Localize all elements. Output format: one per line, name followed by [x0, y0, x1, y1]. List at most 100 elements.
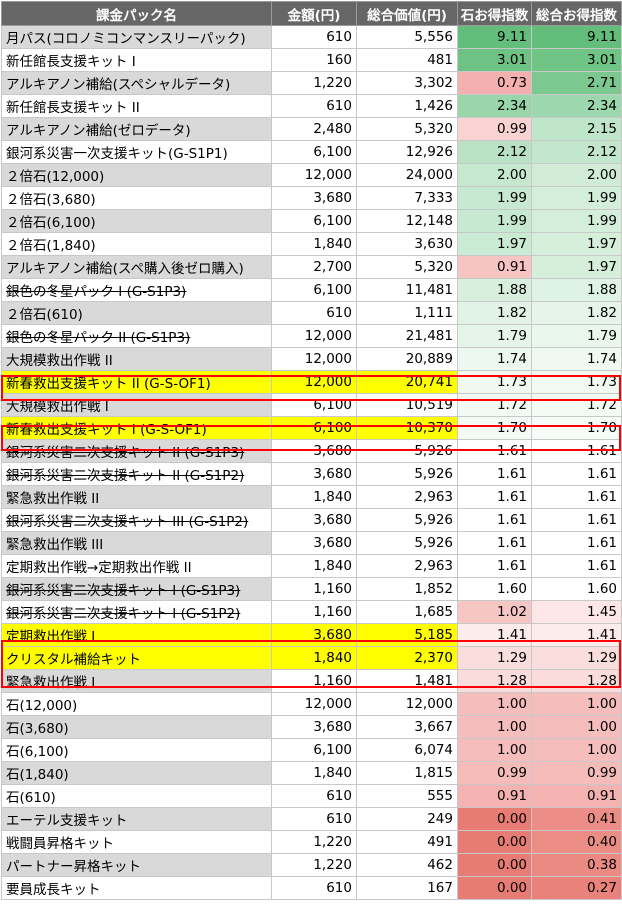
cell-stone-index[interactable]: 2.12 [457, 140, 532, 164]
cell-pack-name[interactable]: 銀河系災害二次支援キット I (G-S1P2) [1, 600, 272, 624]
cell-total-value[interactable]: 7,333 [356, 186, 458, 210]
cell-price[interactable]: 12,000 [271, 692, 357, 716]
cell-total-value[interactable]: 1,815 [356, 761, 458, 785]
cell-price[interactable]: 12,000 [271, 370, 357, 394]
cell-price[interactable]: 1,220 [271, 853, 357, 877]
cell-pack-name[interactable]: アルキアノン補給(スペシャルデータ) [1, 71, 272, 95]
cell-price[interactable]: 1,840 [271, 554, 357, 578]
cell-price[interactable]: 3,680 [271, 531, 357, 555]
cell-total-index[interactable]: 0.99 [531, 761, 622, 785]
cell-stone-index[interactable]: 1.60 [457, 577, 532, 601]
cell-stone-index[interactable]: 2.34 [457, 94, 532, 118]
cell-stone-index[interactable]: 1.28 [457, 669, 532, 693]
cell-pack-name[interactable]: 新春救出支援キット II (G-S-OF1) [1, 370, 272, 394]
cell-pack-name[interactable]: 定期救出作戦 I [1, 623, 272, 647]
cell-total-index[interactable]: 9.11 [531, 25, 622, 49]
cell-pack-name[interactable]: 要員成長キット [1, 876, 272, 900]
cell-total-index[interactable]: 1.72 [531, 393, 622, 417]
cell-total-index[interactable]: 1.88 [531, 278, 622, 302]
cell-pack-name[interactable]: 大規模救出作戦 II [1, 347, 272, 371]
cell-total-value[interactable]: 5,926 [356, 508, 458, 532]
cell-total-index[interactable]: 1.60 [531, 577, 622, 601]
cell-total-index[interactable]: 0.38 [531, 853, 622, 877]
cell-stone-index[interactable]: 1.82 [457, 301, 532, 325]
cell-total-value[interactable]: 167 [356, 876, 458, 900]
header-price[interactable]: 金額(円) [271, 1, 357, 26]
cell-total-index[interactable]: 1.61 [531, 439, 622, 463]
cell-price[interactable]: 610 [271, 807, 357, 831]
cell-price[interactable]: 3,680 [271, 462, 357, 486]
cell-total-value[interactable]: 5,926 [356, 462, 458, 486]
cell-stone-index[interactable]: 1.88 [457, 278, 532, 302]
cell-price[interactable]: 610 [271, 784, 357, 808]
cell-price[interactable]: 6,100 [271, 209, 357, 233]
cell-price[interactable]: 2,700 [271, 255, 357, 279]
cell-price[interactable]: 6,100 [271, 416, 357, 440]
cell-price[interactable]: 12,000 [271, 163, 357, 187]
cell-stone-index[interactable]: 1.97 [457, 232, 532, 256]
cell-pack-name[interactable]: 月パス(コロノミコンマンスリーパック) [1, 25, 272, 49]
cell-total-value[interactable]: 10,370 [356, 416, 458, 440]
cell-stone-index[interactable]: 9.11 [457, 25, 532, 49]
cell-total-index[interactable]: 1.45 [531, 600, 622, 624]
cell-total-index[interactable]: 1.82 [531, 301, 622, 325]
cell-price[interactable]: 3,680 [271, 439, 357, 463]
cell-total-index[interactable]: 2.15 [531, 117, 622, 141]
cell-price[interactable]: 3,680 [271, 715, 357, 739]
cell-pack-name[interactable]: ２倍石(1,840) [1, 232, 272, 256]
cell-price[interactable]: 610 [271, 94, 357, 118]
cell-stone-index[interactable]: 1.29 [457, 646, 532, 670]
cell-total-index[interactable]: 0.40 [531, 830, 622, 854]
cell-total-value[interactable]: 3,667 [356, 715, 458, 739]
cell-stone-index[interactable]: 0.00 [457, 807, 532, 831]
cell-price[interactable]: 1,840 [271, 485, 357, 509]
cell-total-index[interactable]: 2.00 [531, 163, 622, 187]
cell-total-value[interactable]: 5,926 [356, 439, 458, 463]
cell-stone-index[interactable]: 1.99 [457, 186, 532, 210]
cell-total-value[interactable]: 2,963 [356, 554, 458, 578]
cell-stone-index[interactable]: 1.00 [457, 692, 532, 716]
cell-stone-index[interactable]: 1.99 [457, 209, 532, 233]
cell-pack-name[interactable]: 緊急救出作戦 II [1, 485, 272, 509]
cell-total-index[interactable]: 0.27 [531, 876, 622, 900]
cell-total-index[interactable]: 1.00 [531, 738, 622, 762]
cell-pack-name[interactable]: ２倍石(6,100) [1, 209, 272, 233]
cell-price[interactable]: 1,220 [271, 830, 357, 854]
cell-stone-index[interactable]: 1.73 [457, 370, 532, 394]
cell-total-index[interactable]: 2.71 [531, 71, 622, 95]
cell-price[interactable]: 160 [271, 48, 357, 72]
cell-price[interactable]: 6,100 [271, 278, 357, 302]
cell-pack-name[interactable]: 銀色の冬星パック I (G-S1P3) [1, 278, 272, 302]
cell-pack-name[interactable]: 新春救出支援キット I (G-S-OF1) [1, 416, 272, 440]
cell-price[interactable]: 1,160 [271, 600, 357, 624]
cell-stone-index[interactable]: 2.00 [457, 163, 532, 187]
cell-pack-name[interactable]: 緊急救出作戦 III [1, 531, 272, 555]
cell-stone-index[interactable]: 1.41 [457, 623, 532, 647]
cell-total-value[interactable]: 249 [356, 807, 458, 831]
cell-total-index[interactable]: 1.99 [531, 186, 622, 210]
cell-pack-name[interactable]: 石(610) [1, 784, 272, 808]
cell-stone-index[interactable]: 1.61 [457, 485, 532, 509]
header-total-value[interactable]: 総合価値(円) [356, 1, 458, 26]
cell-total-index[interactable]: 1.61 [531, 554, 622, 578]
cell-total-index[interactable]: 0.41 [531, 807, 622, 831]
cell-price[interactable]: 6,100 [271, 140, 357, 164]
cell-stone-index[interactable]: 0.99 [457, 761, 532, 785]
cell-stone-index[interactable]: 3.01 [457, 48, 532, 72]
cell-pack-name[interactable]: 緊急救出作戦 I [1, 669, 272, 693]
cell-stone-index[interactable]: 1.74 [457, 347, 532, 371]
cell-price[interactable]: 1,220 [271, 71, 357, 95]
cell-total-value[interactable]: 11,481 [356, 278, 458, 302]
cell-price[interactable]: 3,680 [271, 186, 357, 210]
cell-pack-name[interactable]: 銀河系災害一次支援キット(G-S1P1) [1, 140, 272, 164]
cell-pack-name[interactable]: アルキアノン補給(スペ購入後ゼロ購入) [1, 255, 272, 279]
cell-stone-index[interactable]: 1.61 [457, 531, 532, 555]
cell-total-value[interactable]: 5,320 [356, 117, 458, 141]
cell-pack-name[interactable]: 定期救出作戦→定期救出作戦 II [1, 554, 272, 578]
cell-price[interactable]: 610 [271, 25, 357, 49]
cell-stone-index[interactable]: 0.99 [457, 117, 532, 141]
header-pack-name[interactable]: 課金パック名 [1, 1, 272, 26]
cell-total-index[interactable]: 2.12 [531, 140, 622, 164]
cell-total-value[interactable]: 5,320 [356, 255, 458, 279]
cell-total-index[interactable]: 1.61 [531, 462, 622, 486]
